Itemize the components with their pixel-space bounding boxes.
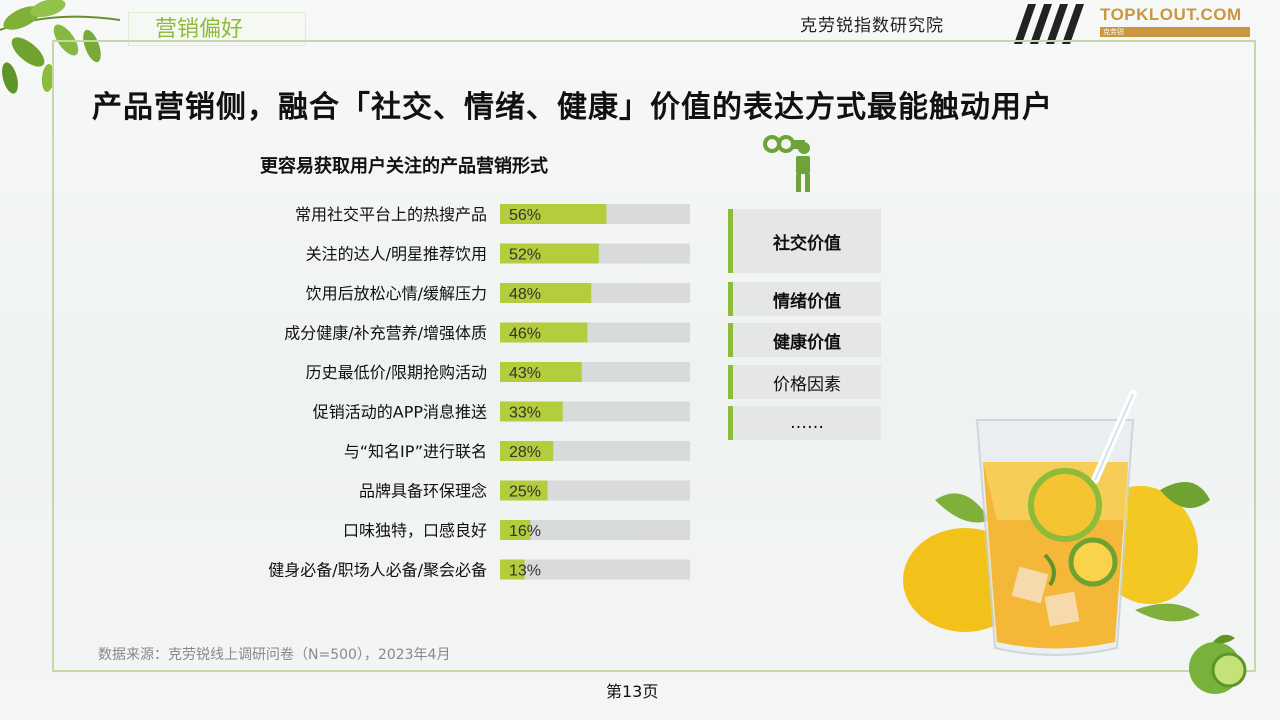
lime-illustration	[1189, 634, 1247, 694]
category-label: 常用社交平台上的热搜产品	[295, 205, 487, 224]
category-label: 关注的达人/明星推荐饮用	[306, 245, 487, 264]
page-headline: 产品营销侧，融合「社交、情绪、健康」价值的表达方式最能触动用户	[92, 90, 1053, 125]
bar-track	[500, 559, 690, 580]
bar	[500, 559, 525, 580]
category-label: 饮用后放松心情/缓解压力	[306, 284, 487, 303]
data-source-note: 数据来源：克劳锐线上调研问卷（N=500），2023年4月	[98, 647, 451, 663]
bar	[500, 480, 548, 501]
slash-logo-mark	[1014, 4, 1084, 44]
bar-track	[500, 520, 690, 540]
bar-value-label: 25%	[509, 484, 541, 501]
page-number: 第13页	[606, 682, 659, 701]
lemon-drink-illustration	[903, 390, 1210, 656]
bar	[500, 520, 531, 540]
category-label: 促销活动的APP消息推送	[313, 403, 487, 422]
bar-value-label: 28%	[509, 444, 541, 461]
brand-logo-subtext: 克劳锐	[1100, 27, 1250, 37]
category-label: 历史最低价/限期抢购活动	[306, 363, 487, 382]
bar	[500, 401, 563, 422]
institute-name: 克劳锐指数研究院	[800, 16, 944, 36]
chart-title: 更容易获取用户关注的产品营销形式	[260, 156, 548, 177]
bar	[500, 283, 592, 303]
bar-value-label: 48%	[509, 286, 541, 303]
bar-value-label: 56%	[509, 207, 541, 224]
binoculars-person-icon	[763, 135, 810, 192]
bar-value-label: 46%	[509, 326, 541, 343]
bar-value-label: 43%	[509, 365, 541, 382]
category-label: 与“知名IP”进行联名	[344, 442, 487, 461]
bar	[500, 322, 588, 343]
bar-value-label: 16%	[509, 523, 541, 540]
category-label: 口味独特，口感良好	[343, 521, 487, 540]
content-frame	[52, 40, 1256, 672]
bar-chart: 常用社交平台上的热搜产品 56% 关注的达人/明星推荐饮用 52% 饮用后放松心情/缓解…	[268, 204, 690, 580]
bar	[500, 204, 607, 224]
value-box: 情绪价值	[728, 282, 881, 316]
bar	[500, 441, 554, 461]
category-label: 成分健康/补充营养/增强体质	[284, 324, 487, 343]
leaf-decoration	[0, 0, 121, 94]
value-box: 社交价值	[728, 209, 881, 273]
bar	[500, 243, 599, 264]
category-label: 品牌具备环保理念	[359, 482, 487, 501]
value-box: 健康价值	[728, 323, 881, 357]
category-label: 健身必备/职场人必备/聚会必备	[268, 561, 487, 580]
value-box: 价格因素	[728, 365, 881, 399]
brand-logo: TOPKLOUT.COM	[1100, 5, 1242, 24]
bar-value-label: 33%	[509, 405, 541, 422]
bar-value-label: 52%	[509, 247, 541, 264]
value-box: ……	[728, 406, 881, 440]
bar	[500, 362, 582, 382]
bar-value-label: 13%	[509, 563, 541, 580]
